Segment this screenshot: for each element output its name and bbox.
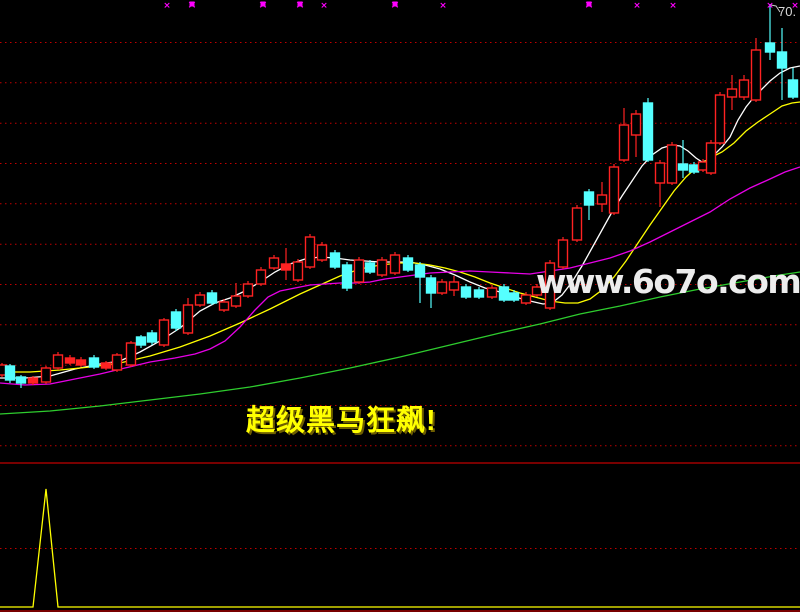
signal-x-marker: × — [390, 0, 399, 11]
signal-x-marker: × — [258, 0, 267, 11]
signal-x-marker: × — [163, 1, 171, 11]
signal-x-marker: × — [295, 0, 304, 11]
ma-white — [0, 65, 800, 379]
signal-x-marker: × — [791, 1, 799, 11]
ma-magenta — [0, 166, 800, 386]
signal-x-marker: × — [633, 1, 641, 11]
signal-x-marker: × — [584, 0, 593, 11]
signal-x-marker: × — [320, 1, 328, 11]
signal-x-marker: × — [669, 1, 677, 11]
high-price-label: 70. — [778, 4, 797, 19]
ma-yellow — [0, 101, 800, 373]
high-pointer-line — [770, 4, 781, 13]
caption-text: 超级黑马狂飙! — [246, 405, 437, 437]
signal-x-marker: × — [187, 0, 196, 11]
signal-x-marker: × — [439, 1, 447, 11]
ma-green — [0, 271, 800, 415]
signal-spike — [0, 488, 800, 608]
signal-x-marker: × — [766, 1, 774, 11]
watermark-text: www.6o7o.com — [536, 262, 800, 301]
